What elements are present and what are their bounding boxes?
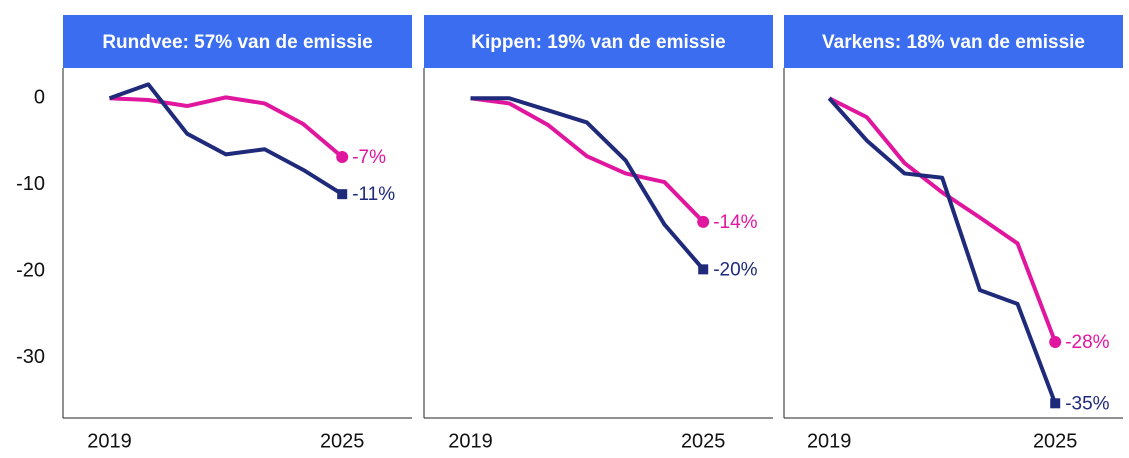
y-tick-label: -30	[16, 346, 45, 368]
value-label: -35%	[1065, 393, 1109, 414]
value-label: -11%	[352, 184, 395, 205]
value-label: -7%	[352, 147, 386, 168]
end-marker	[1050, 398, 1061, 409]
end-marker	[698, 264, 709, 275]
x-tick-label: 2025	[681, 430, 726, 452]
x-tick-label: 2019	[87, 430, 132, 452]
y-tick-label: 0	[34, 87, 45, 109]
line	[108, 82, 344, 196]
title-box	[424, 15, 773, 68]
x-tick-label: 2025	[320, 430, 365, 452]
y-tick-label: -20	[16, 259, 45, 281]
end-marker	[336, 151, 349, 164]
panel-title: Kippen: 19% van de emissie	[471, 32, 726, 53]
x-tick-label: 2025	[1033, 430, 1078, 452]
value-label: -14%	[713, 212, 757, 233]
title-box	[784, 15, 1123, 68]
value-label: -20%	[713, 259, 757, 280]
end-marker	[1049, 335, 1062, 348]
y-tick-label: -10	[16, 173, 45, 195]
x-tick-label: 2019	[448, 430, 493, 452]
line	[827, 96, 1058, 405]
end-marker	[697, 215, 710, 228]
line	[109, 95, 344, 159]
line	[828, 96, 1058, 343]
x-tick-label: 2019	[807, 430, 852, 452]
panel-title: Varkens: 18% van de emissie	[822, 32, 1085, 53]
line	[470, 96, 705, 271]
end-marker	[337, 189, 348, 200]
panel-title: Rundvee: 57% van de emissie	[102, 32, 372, 53]
value-label: -28%	[1065, 332, 1109, 353]
title-box	[63, 15, 412, 68]
line	[470, 96, 705, 224]
